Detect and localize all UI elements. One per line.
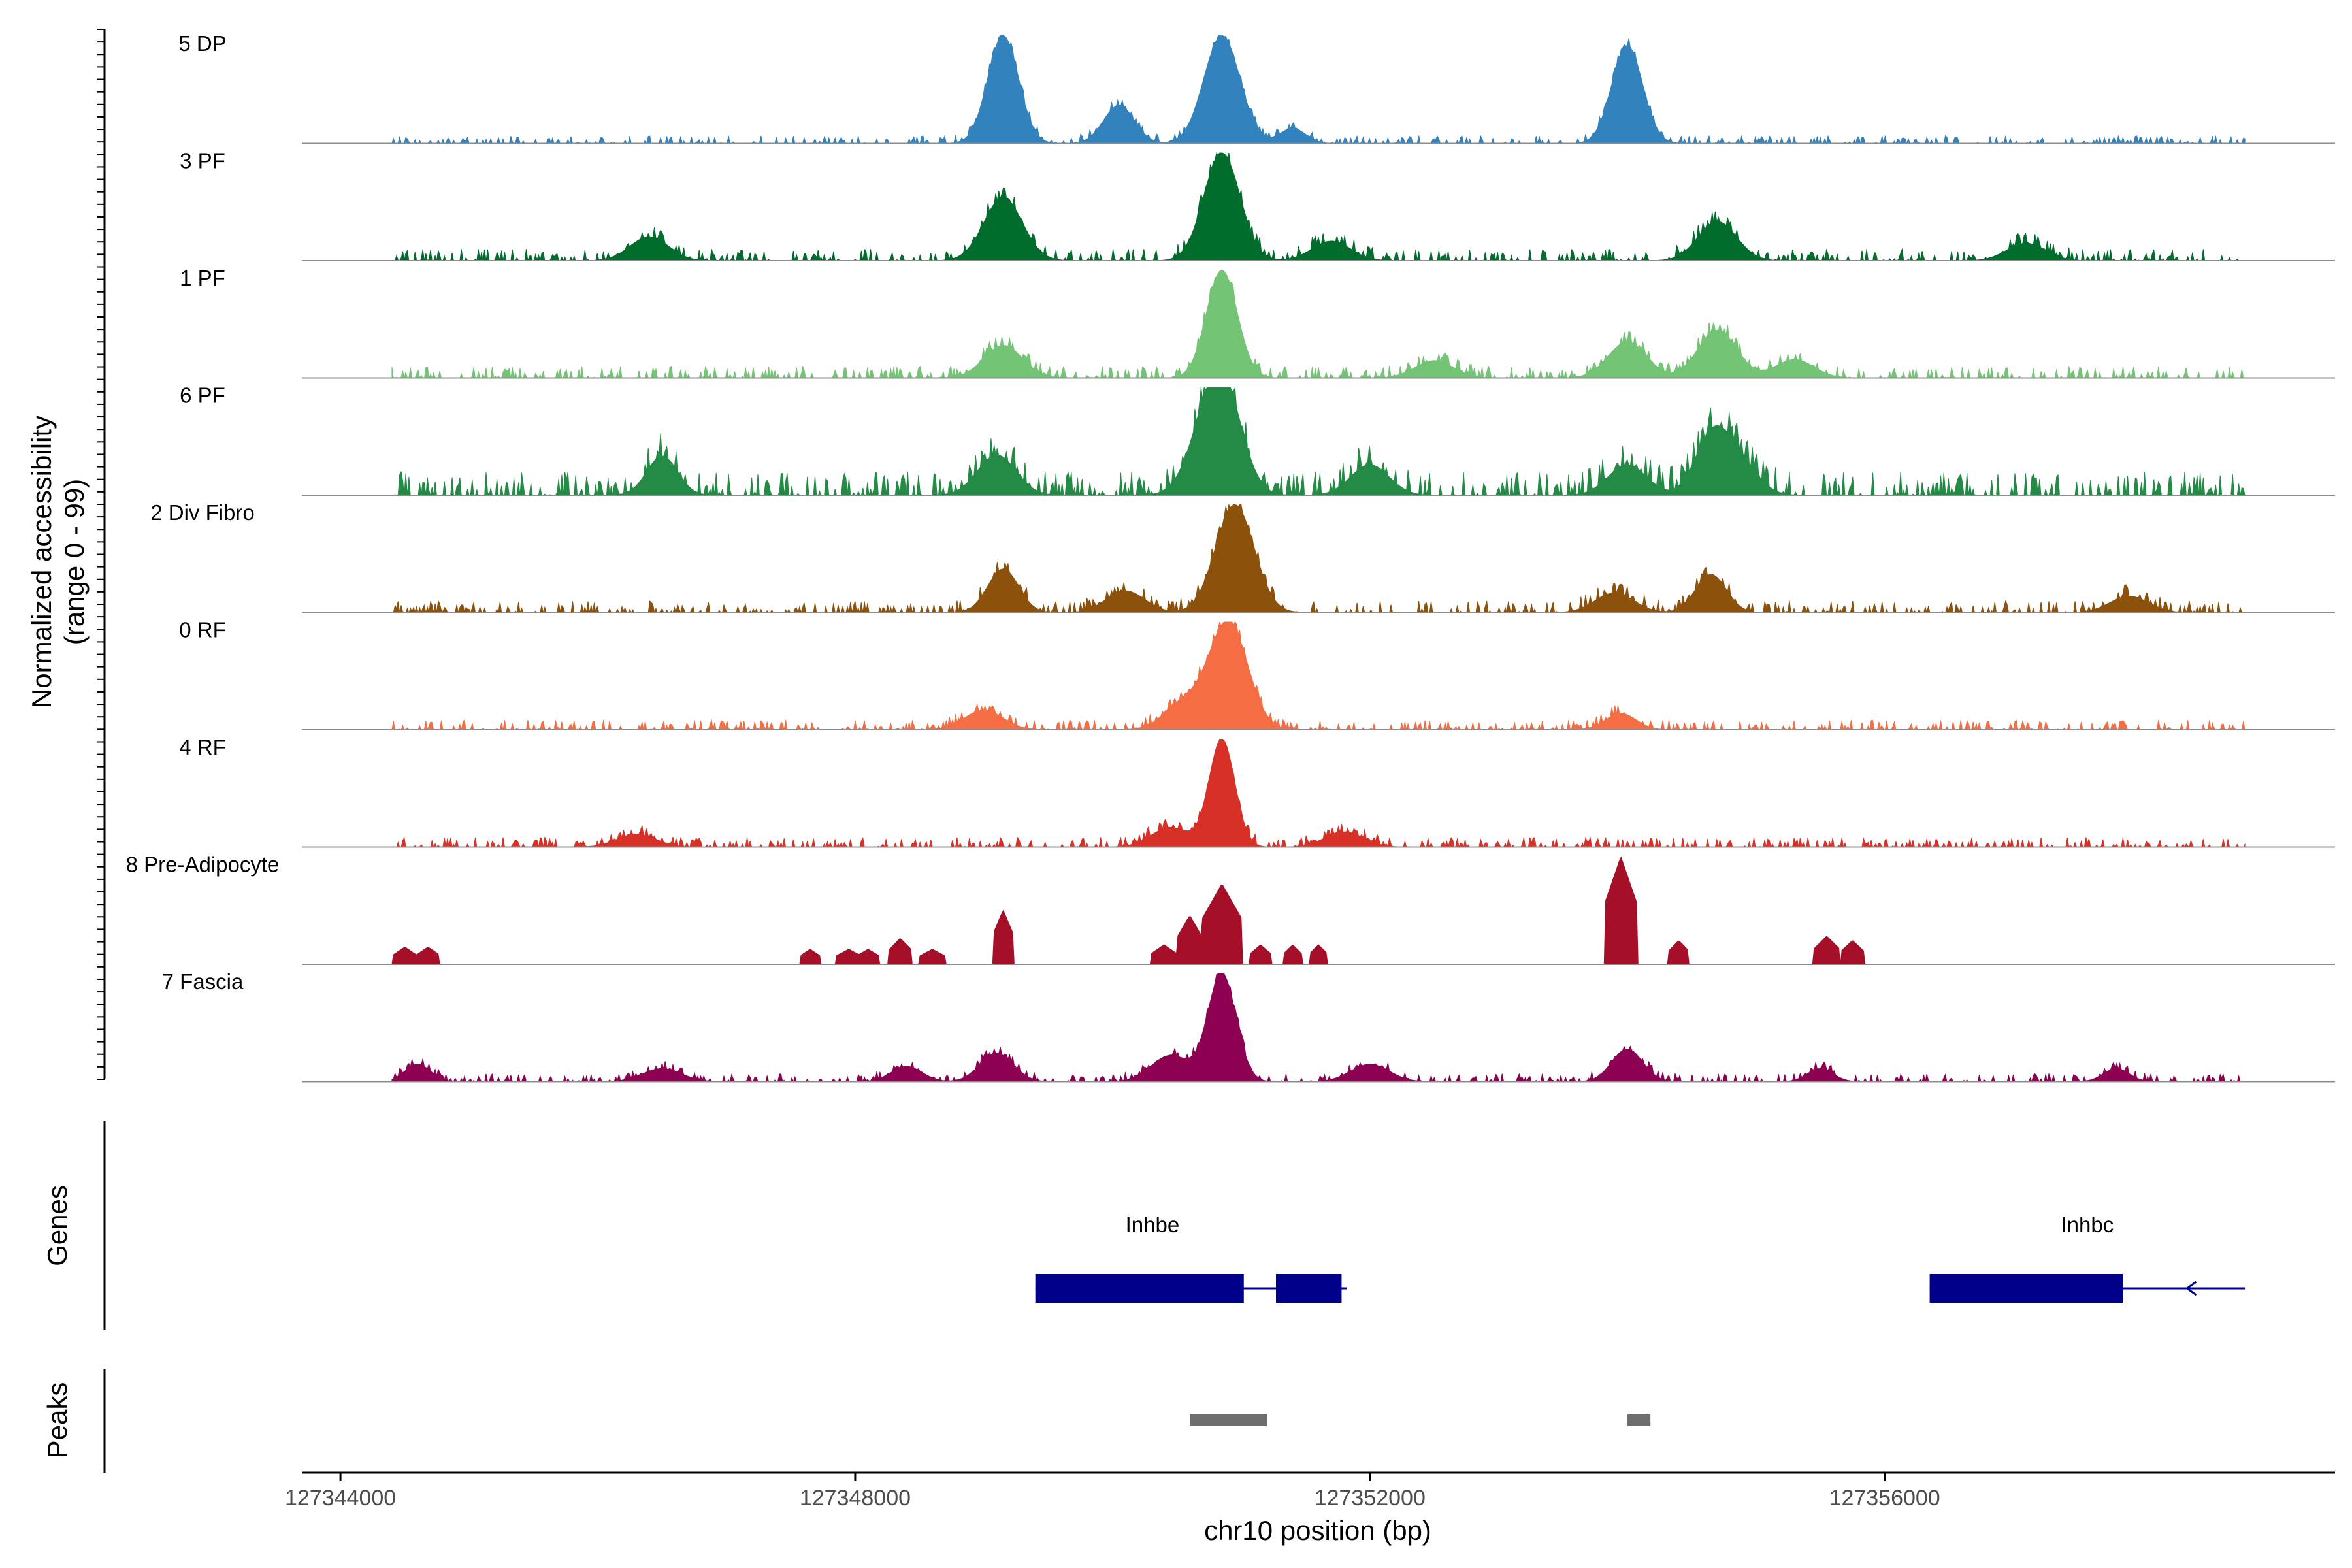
track-0-rf: 0 RF [179, 617, 2335, 731]
track-label: 3 PF [180, 148, 225, 172]
x-axis-ticks: 127344000 127348000 127352000 127356000 [285, 1473, 1940, 1511]
track-label: 0 RF [179, 617, 226, 642]
track-label: 8 Pre-Adipocyte [126, 852, 280, 876]
track-label: 1 PF [180, 266, 225, 290]
coverage-area [391, 856, 2246, 965]
track-6-pf: 6 PF [180, 383, 2335, 497]
gene-exon [1929, 1274, 2123, 1303]
gene-label: Inhbc [2061, 1213, 2114, 1237]
x-tick-label: 127356000 [1829, 1486, 1940, 1511]
coverage-area [391, 35, 2246, 145]
track-2-div-fibro: 2 Div Fibro [150, 500, 2335, 614]
peak-region [1190, 1414, 1267, 1426]
y-axis-coverage [97, 29, 106, 1080]
strand-arrow-icon [2185, 1281, 2197, 1296]
track-label: 4 RF [179, 735, 226, 759]
x-axis: 127344000 127348000 127352000 127356000 chr… [285, 1471, 2335, 1546]
x-tick-label: 127352000 [1315, 1486, 1426, 1511]
track-label: 6 PF [180, 383, 225, 407]
coverage-area [391, 152, 2246, 262]
peak-region [1627, 1414, 1651, 1426]
y-axis-title: Normalized accessibility (range 0 - 99) [26, 416, 90, 708]
gene-annotations: Inhbe Inhbc [1035, 1213, 2246, 1303]
track-label: 5 DP [178, 31, 226, 56]
coverage-area [391, 973, 2246, 1083]
coverage-tracks: 5 DP 3 PF 1 PF 6 PF 2 Div Fibro 0 RF 4 RF 8 Pre… [126, 31, 2335, 1083]
x-axis-title: chr10 position (bp) [1204, 1515, 1431, 1546]
x-tick-label: 127344000 [285, 1486, 396, 1511]
y-axis-title-main: Normalized accessibility [26, 416, 57, 708]
coverage-area [391, 270, 2246, 380]
y-axis-title-range: (range 0 - 99) [59, 479, 90, 645]
genes-panel: Genes Inhbe Inhbc [42, 1121, 2246, 1330]
track-1-pf: 1 PF [180, 266, 2335, 380]
x-tick-label: 127348000 [800, 1486, 911, 1511]
track-8-pre-adipocyte: 8 Pre-Adipocyte [126, 852, 2335, 965]
track-label: 7 Fascia [162, 970, 244, 994]
coverage-area [391, 504, 2246, 614]
gene-exon [1276, 1274, 1342, 1303]
track-4-rf: 4 RF [179, 735, 2335, 849]
track-3-pf: 3 PF [180, 148, 2335, 262]
peaks-panel: Peaks [42, 1369, 1651, 1473]
gene-inhbe: Inhbe [1035, 1213, 1347, 1303]
track-label: 2 Div Fibro [150, 500, 255, 525]
peak-regions [1190, 1414, 1651, 1426]
gene-label: Inhbe [1126, 1213, 1180, 1237]
coverage-area [391, 621, 2246, 731]
gene-inhbc: Inhbc [1929, 1213, 2246, 1303]
coverage-area [391, 739, 2246, 849]
coverage-area [391, 386, 2246, 497]
track-7-fascia: 7 Fascia [162, 970, 2335, 1083]
peaks-panel-title: Peaks [42, 1382, 73, 1459]
genes-panel-title: Genes [42, 1185, 73, 1266]
gene-exon [1035, 1274, 1244, 1303]
track-5-dp: 5 DP [178, 31, 2335, 145]
